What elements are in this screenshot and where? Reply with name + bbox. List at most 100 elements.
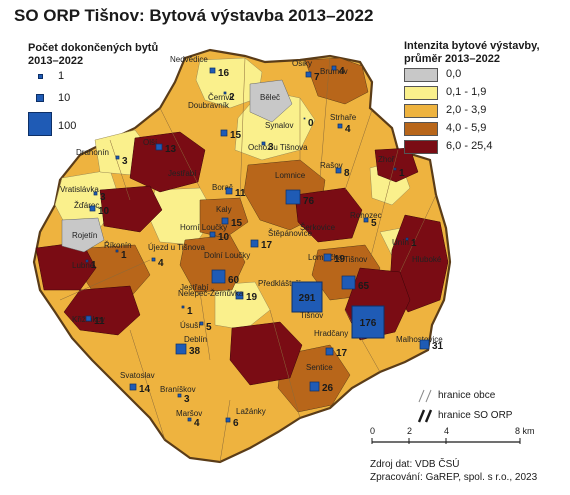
dwelling-count-square [115,249,119,253]
dwelling-count-label: 0 [308,118,314,129]
municipality-label: Nedvědice [170,55,208,64]
dwelling-count-label: 17 [336,348,348,359]
dwelling-count-square [250,239,259,248]
municipality-label: Černvír [208,93,235,102]
dwelling-count-square [220,129,228,137]
intensity-label-3: 4,0 - 5,9 [446,122,487,134]
scale-tick-4: 4 [444,426,450,436]
dwelling-count-label: 11 [94,316,105,327]
dwelling-count-label-large: 176 [360,318,377,329]
zone-grey-belec [249,79,293,123]
symbol-small-square [38,74,43,79]
dwelling-count-label: 76 [303,196,315,207]
dwelling-count-square [331,65,337,71]
symbol-medium-label: 10 [58,92,71,104]
dwelling-count-label: 19 [334,254,346,265]
intensity-label-2: 2,0 - 3,9 [446,104,487,116]
dwelling-count-square [151,257,156,262]
municipality-label: Újezd u Tišnova [148,243,205,252]
municipality-label: Běleč [260,93,280,102]
zone-red-southwest [63,285,141,336]
municipality-label-extra: Jestřabí [180,283,209,292]
dwelling-count-square [199,321,204,326]
dwelling-count-square [209,231,216,238]
dwelling-count-label: 16 [218,68,230,79]
credits: Zdroj dat: VDB ČSÚ Zpracování: GaREP, sp… [370,458,537,484]
municipality-label: Hradčany [314,329,348,338]
municipality-label: Sentice [306,363,333,372]
dwelling-count-square [187,417,192,422]
dwelling-count-label: 13 [165,144,177,155]
dwelling-count-label: 4 [194,418,200,429]
dwelling-count-label: 1 [91,260,97,271]
dwelling-count-label: 26 [322,383,334,394]
municipality-label-extra: Hluboké [412,255,442,264]
dwelling-count-square [175,343,187,355]
intensity-legend: Intenzita bytové výstavby, průměr 2013–2… [404,40,564,154]
dwelling-count-label: 3 [268,142,274,153]
dwelling-count-label: 5 [371,218,377,229]
municipality-label-extra: Tišnov [300,311,323,320]
municipality-label: Žďárec [74,201,99,210]
municipality-label: Úsuší [180,321,201,330]
dwelling-count-label: 3 [100,192,106,203]
symbol-medium-square [36,94,44,102]
symbol-large-label: 100 [58,120,77,132]
dwelling-count-label: 2 [229,92,235,103]
dwelling-count-square [235,291,244,300]
zone-brown-north [304,57,369,105]
dwelling-count-label: 1 [187,306,193,317]
intensity-legend-title-2: průměr 2013–2022 [404,53,501,65]
municipality-label: Borač [212,183,233,192]
boundary-orp-label: hranice SO ORP [438,410,513,421]
dwelling-count-label-large: 291 [299,293,316,304]
dwelling-count-label: 4 [345,124,351,135]
dwelling-count-label: 31 [432,341,444,352]
municipality-label: Strhaře [330,113,357,122]
municipality-label: Doubravník [188,101,230,110]
symbol-legend-title-1: Počet dokončených bytů [28,42,159,54]
dwelling-count-square [261,141,266,146]
intensity-legend-title-1: Intenzita bytové výstavby, [404,40,540,52]
municipality-label: Zhoř [378,155,395,164]
scale-bar: 0 2 4 8 km [370,426,560,452]
thin-boundary-icon [418,389,432,403]
dwelling-count-label: 60 [228,275,240,286]
municipality-label: Braníškov [160,385,196,394]
dwelling-count-square [309,381,320,392]
zone-red-south [229,321,303,386]
municipality-label: Ochoz u Tišnova [248,143,308,152]
dwelling-count-square [225,187,233,195]
municipality-label: Štěpánovice [268,229,313,238]
dwelling-count-label: 10 [98,206,110,217]
dwelling-count-square-large [291,281,323,313]
scale-tick-2: 2 [407,426,413,436]
municipality-label: Malhostovice [396,335,443,344]
municipality-label: Brumov [320,67,348,76]
municipality-label: Svatoslav [120,371,155,380]
thick-boundary-icon [417,409,433,423]
zone-brown-dolni-loucky [179,234,246,293]
dwelling-count-label: 3 [184,394,190,405]
symbol-legend-item-small: 1 [28,70,168,98]
municipality-label: Olší [143,138,158,147]
symbol-large-square [28,112,52,136]
municipality-label: Nelepeč-Žernůvka [178,289,244,298]
dwelling-count-square [221,217,229,225]
dwelling-count-label: 1 [399,168,405,179]
dwelling-count-square [419,339,430,350]
municipality-label: Dolní Loučky [204,251,250,260]
municipality-label: Vratislávka [60,185,99,194]
municipality-boundaries [59,55,437,463]
dwelling-count-label: 38 [189,346,201,357]
municipality-label: Rojetín [72,231,97,240]
dwelling-count-label: 5 [206,322,212,333]
dwelling-count-label: 19 [246,292,258,303]
dwelling-count-square [393,167,397,171]
scale-tick-8: 8 km [515,426,535,436]
municipality-label: Synalov [265,121,293,130]
boundary-municipality-label: hranice obce [438,390,496,401]
municipality-label: Lažánky [236,407,266,416]
municipality-label-extra: Šerkovice [300,223,336,232]
